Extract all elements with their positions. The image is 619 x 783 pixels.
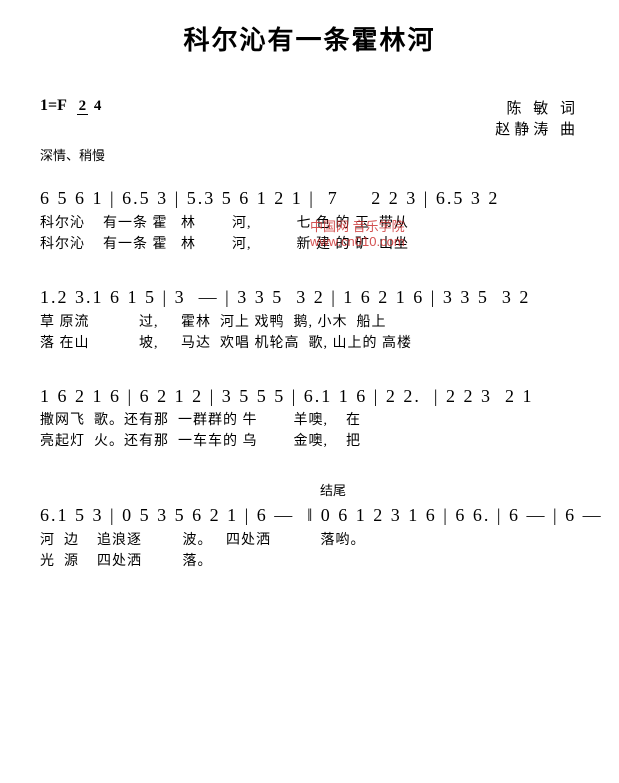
tempo-marking: 深情、稍慢 xyxy=(40,145,579,164)
notation-row: 1 6 2 1 6 | 6 2 1 2 | 3 5 5 5 | 6.1 1 6 … xyxy=(40,382,579,411)
lyrics-verse-b: 光 源 四处洒 落。 xyxy=(40,551,579,572)
lyrics-verse-a: 科尔沁 有一条 霍 林 河, 七 色 的 玉 带从 xyxy=(40,213,579,234)
lyrics-verse-b: 亮起灯 火。还有那 一车车的 乌 金噢, 把 xyxy=(40,431,579,452)
ending-label: 结尾 xyxy=(320,480,579,499)
song-title: 科尔沁有一条霍林河 xyxy=(40,20,579,57)
staff-line-3: 1 6 2 1 6 | 6 2 1 2 | 3 5 5 5 | 6.1 1 6 … xyxy=(40,382,579,453)
notation-row: 1.2 3.1 6 1 5 | 3 — | 3 3 5 3 2 | 1 6 2 … xyxy=(40,283,579,312)
lyrics-verse-a: 撒网飞 歌。还有那 一群群的 牛 羊噢, 在 xyxy=(40,410,579,431)
staff-line-2: 1.2 3.1 6 1 5 | 3 — | 3 3 5 3 2 | 1 6 2 … xyxy=(40,283,579,354)
lyrics-verse-b: 落 在山 坡, 马达 欢唱 机轮高 歌, 山上的 高楼 xyxy=(40,333,579,354)
lyrics-verse-a: 河 边 追浪逐 波。 四处洒 落哟。 xyxy=(40,530,579,551)
lyrics-verse-b: 科尔沁 有一条 霍 林 河, 新 建 的 矿 山坐 xyxy=(40,234,579,255)
lyricist-credit: 陈 敏 词 xyxy=(495,97,579,118)
time-sig-num: 2 xyxy=(77,98,89,115)
time-sig-den: 4 xyxy=(92,98,104,114)
notation-row: 6 5 6 1 | 6.5 3 | 5.3 5 6 1 2 1 | 7 2 2 … xyxy=(40,184,579,213)
staff-line-4: 6.1 5 3 | 0 5 3 5 6 2 1 | 6 — ‖ 0 6 1 2 … xyxy=(40,501,579,572)
staff-line-1: 6 5 6 1 | 6.5 3 | 5.3 5 6 1 2 1 | 7 2 2 … xyxy=(40,184,579,255)
composer-credit: 赵静涛 曲 xyxy=(495,118,579,139)
notation-row: 6.1 5 3 | 0 5 3 5 6 2 1 | 6 — ‖ 0 6 1 2 … xyxy=(40,501,579,530)
lyrics-verse-a: 草 原流 过, 霍林 河上 戏鸭 鹅, 小木 船上 xyxy=(40,312,579,333)
key-signature: 1=F 2 4 xyxy=(40,97,103,139)
